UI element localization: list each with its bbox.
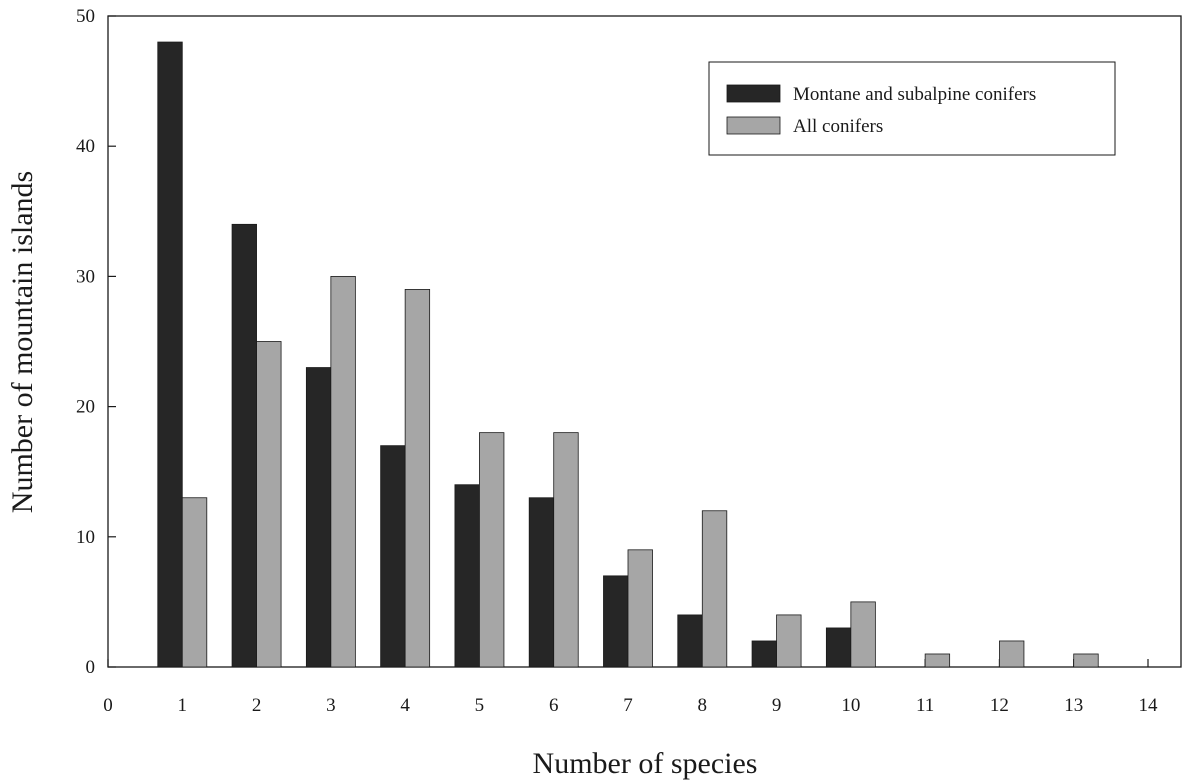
legend: Montane and subalpine conifers All conif… bbox=[708, 61, 1116, 156]
y-tick-label: 0 bbox=[86, 657, 96, 678]
bar-montane-subalpine bbox=[157, 41, 183, 668]
legend-label-all: All conifers bbox=[793, 116, 883, 137]
bar-all-conifers bbox=[924, 653, 951, 668]
x-axis-title: Number of species bbox=[533, 747, 758, 780]
y-tick-label: 20 bbox=[76, 397, 95, 418]
y-tick-label: 30 bbox=[76, 266, 95, 287]
bar-all-conifers bbox=[776, 614, 802, 668]
bar-all-conifers bbox=[701, 510, 728, 668]
bar-all-conifers bbox=[404, 289, 431, 668]
y-tick-label: 50 bbox=[76, 6, 95, 27]
bar-all-conifers bbox=[999, 640, 1025, 668]
bar-montane-subalpine bbox=[528, 497, 555, 668]
bar-montane-subalpine bbox=[825, 627, 852, 668]
y-tick-label: 40 bbox=[76, 136, 95, 157]
y-axis-title: Number of mountain islands bbox=[6, 171, 39, 513]
bars bbox=[157, 41, 1099, 668]
x-axis-ticks: 0 1 2 3 4 5 6 7 8 9 10 11 12 13 14 bbox=[103, 659, 1158, 716]
x-tick-label: 0 bbox=[103, 695, 113, 716]
bar-montane-subalpine bbox=[677, 614, 703, 668]
legend-frame bbox=[708, 61, 1116, 156]
x-tick-label: 12 bbox=[990, 695, 1009, 716]
bar-all-conifers bbox=[181, 497, 208, 668]
legend-label-montane: Montane and subalpine conifers bbox=[793, 84, 1036, 105]
bar-all-conifers bbox=[553, 432, 579, 668]
bar-montane-subalpine bbox=[751, 640, 777, 668]
bar-montane-subalpine bbox=[603, 575, 629, 668]
bar-montane-subalpine bbox=[305, 367, 332, 668]
legend-swatch-all bbox=[726, 116, 781, 135]
bar-all-conifers bbox=[1073, 653, 1099, 668]
bar-all-conifers bbox=[479, 432, 505, 668]
x-tick-label: 7 bbox=[623, 695, 633, 716]
x-tick-label: 6 bbox=[549, 695, 559, 716]
x-tick-label: 5 bbox=[475, 695, 485, 716]
bar-all-conifers bbox=[850, 601, 876, 668]
bar-all-conifers bbox=[330, 275, 356, 668]
legend-swatch-montane bbox=[726, 84, 781, 103]
x-tick-label: 13 bbox=[1064, 695, 1083, 716]
bar-all-conifers bbox=[627, 549, 653, 668]
bar-montane-subalpine bbox=[454, 484, 480, 668]
x-tick-label: 8 bbox=[698, 695, 708, 716]
x-tick-label: 10 bbox=[841, 695, 860, 716]
x-tick-label: 11 bbox=[916, 695, 934, 716]
bar-montane-subalpine bbox=[231, 223, 257, 668]
x-tick-label: 14 bbox=[1139, 695, 1159, 716]
x-tick-label: 2 bbox=[252, 695, 262, 716]
x-tick-label: 4 bbox=[400, 695, 410, 716]
x-tick-label: 9 bbox=[772, 695, 782, 716]
x-tick-label: 1 bbox=[178, 695, 188, 716]
x-tick-label: 3 bbox=[326, 695, 336, 716]
y-tick-label: 10 bbox=[76, 527, 95, 548]
y-axis-ticks: 0 10 20 30 40 50 bbox=[76, 6, 116, 678]
bar-montane-subalpine bbox=[380, 445, 406, 668]
bar-all-conifers bbox=[256, 341, 282, 668]
